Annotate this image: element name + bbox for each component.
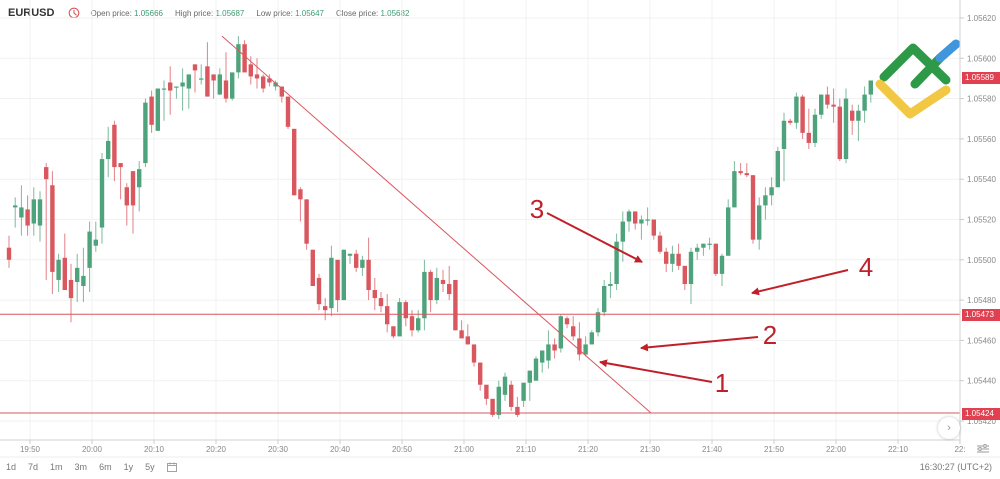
- symbol-label: EURUSD: [8, 7, 55, 19]
- low-price-value: 1.05647: [295, 8, 324, 18]
- svg-text:1.05520: 1.05520: [967, 216, 996, 225]
- trend-lines: [0, 35, 960, 414]
- svg-text:22:: 22:: [954, 445, 965, 454]
- svg-text:1.05460: 1.05460: [967, 336, 996, 345]
- time-axis[interactable]: 19:50 20:00 20:10 20:20 20:30 20:40 20:50 21:00…: [20, 440, 966, 454]
- svg-text:1.05580: 1.05580: [967, 95, 996, 104]
- support-price-tag: 1.05424: [962, 408, 1000, 420]
- range-1m-button[interactable]: 1m: [50, 462, 63, 472]
- svg-text:20:50: 20:50: [392, 445, 413, 454]
- high-price-label: High price:: [174, 8, 214, 18]
- current-price-tag: 1.05589: [962, 72, 1000, 84]
- svg-text:20:30: 20:30: [268, 445, 289, 454]
- chart-grid: [0, 0, 961, 440]
- range-5y-button[interactable]: 5y: [145, 462, 155, 472]
- svg-text:1.05500: 1.05500: [967, 256, 996, 265]
- svg-text:21:40: 21:40: [702, 445, 723, 454]
- candles: [6, 36, 873, 419]
- open-price-label: Open price:: [90, 8, 132, 18]
- annotation-arrows: [546, 212, 849, 383]
- low-price: Low price: 1.05647: [256, 9, 324, 18]
- svg-text:21:10: 21:10: [516, 445, 537, 454]
- svg-text:20:00: 20:00: [82, 445, 103, 454]
- timezone-clock[interactable]: 16:30:27 (UTC+2): [919, 462, 992, 472]
- close-price-label: Close price:: [336, 8, 379, 18]
- svg-text:1.05420: 1.05420: [967, 417, 996, 426]
- svg-text:22:10: 22:10: [888, 445, 909, 454]
- open-price-value: 1.05666: [134, 8, 163, 18]
- price-axis[interactable]: 1.05620 1.05600 1.05580 1.05560 1.05540 1.055…: [960, 14, 996, 426]
- svg-text:1.05440: 1.05440: [967, 377, 996, 386]
- range-6m-button[interactable]: 6m: [99, 462, 112, 472]
- svg-text:1.05540: 1.05540: [967, 175, 996, 184]
- annotation-label-2: 2: [763, 320, 777, 350]
- high-price-value: 1.05687: [215, 8, 245, 18]
- chart-settings-icon[interactable]: [976, 443, 990, 455]
- calendar-icon[interactable]: [166, 462, 177, 472]
- svg-text:21:20: 21:20: [578, 445, 599, 454]
- resistance-price-tag: 1.05473: [962, 309, 1000, 321]
- high-price: High price: 1.05687: [175, 9, 244, 18]
- range-3m-button[interactable]: 3m: [74, 462, 88, 472]
- open-price: Open price: 1.05666: [90, 9, 163, 18]
- low-price-label: Low price:: [256, 8, 293, 18]
- range-1y-button[interactable]: 1y: [123, 462, 134, 472]
- svg-text:1.05560: 1.05560: [967, 135, 996, 144]
- close-price-value: 1.05682: [380, 8, 410, 18]
- annotation-label-4: 4: [859, 252, 873, 282]
- range-selector: 1d 7d 1m 3m 6m 1y 5y: [6, 462, 177, 472]
- scroll-to-realtime-button[interactable]: ›: [938, 417, 960, 439]
- brand-logo: [875, 39, 961, 119]
- svg-text:1.05620: 1.05620: [967, 14, 996, 23]
- svg-text:1.05480: 1.05480: [967, 296, 996, 305]
- svg-text:21:50: 21:50: [764, 445, 785, 454]
- close-price: Close price: 1.05682: [336, 9, 409, 18]
- range-7d-button[interactable]: 7d: [28, 462, 39, 472]
- svg-text:19:50: 19:50: [20, 445, 41, 454]
- svg-text:20:10: 20:10: [144, 445, 165, 454]
- svg-text:20:40: 20:40: [330, 445, 351, 454]
- chart-header: EURUSD Open price: 1.05666 High price: 1…: [0, 0, 960, 26]
- svg-text:20:20: 20:20: [206, 445, 227, 454]
- annotation-labels: 1 2 3 4: [530, 194, 873, 398]
- chevron-right-icon: ›: [947, 422, 951, 434]
- svg-text:21:00: 21:00: [454, 445, 475, 454]
- annotation-label-1: 1: [715, 368, 729, 398]
- svg-text:1.05600: 1.05600: [967, 54, 996, 63]
- svg-text:21:30: 21:30: [640, 445, 661, 454]
- range-1d-button[interactable]: 1d: [6, 462, 17, 472]
- annotation-label-3: 3: [530, 194, 544, 224]
- svg-text:22:00: 22:00: [826, 445, 847, 454]
